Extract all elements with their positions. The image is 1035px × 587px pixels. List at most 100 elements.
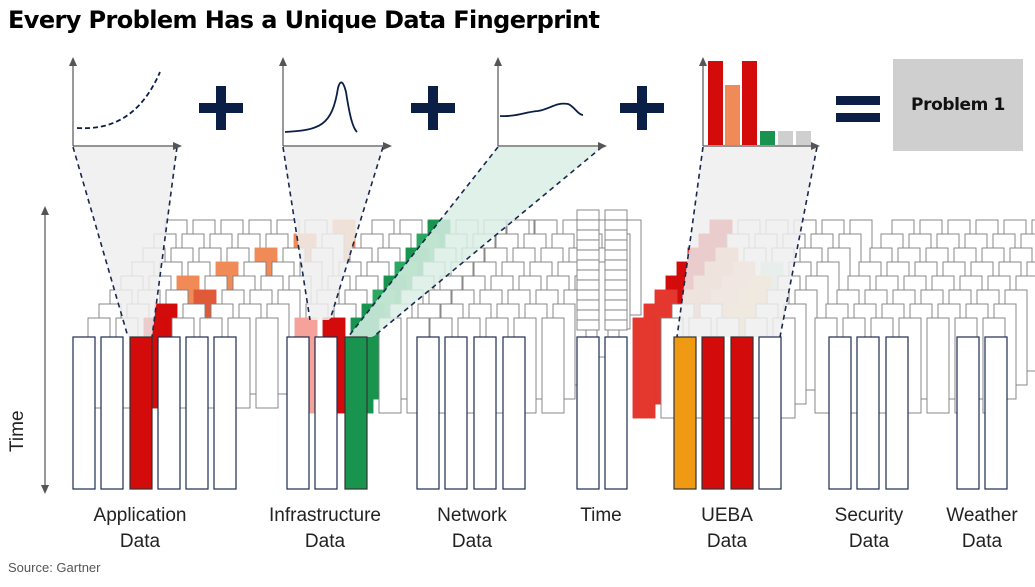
time-cell — [576, 249, 600, 261]
funnel-edge — [282, 146, 311, 321]
chart-y-arrow — [699, 57, 707, 66]
category-label-security: Security Data — [834, 505, 904, 552]
data-column-22 — [885, 336, 909, 490]
data-column-7 — [286, 336, 310, 490]
plus-sign-1 — [199, 86, 243, 130]
time-cell — [604, 279, 628, 291]
time-cell — [576, 289, 600, 301]
signal-chart-network — [494, 57, 607, 150]
category-label-application: Application Data — [93, 505, 187, 552]
data-column-21 — [856, 336, 880, 490]
time-cell — [576, 269, 600, 281]
data-column-8 — [314, 336, 338, 490]
ueba-bar-6 — [796, 131, 811, 145]
funnel-1 — [73, 147, 177, 337]
time-stack — [576, 209, 628, 331]
result-label: Problem 1 — [911, 95, 1005, 115]
data-column-19 — [758, 336, 782, 490]
data-column-2 — [100, 336, 124, 490]
data-column-23 — [956, 336, 980, 490]
data-column-20 — [828, 336, 852, 490]
plus-v — [216, 86, 226, 130]
time-cell — [604, 289, 628, 301]
operators — [199, 86, 880, 130]
chart-x-arrow — [173, 142, 182, 150]
data-column-12 — [473, 336, 497, 490]
signal-funnels — [72, 146, 818, 338]
data-column-15 — [604, 336, 628, 490]
time-cell — [604, 299, 628, 311]
time-cell — [576, 229, 600, 241]
plus-v — [637, 86, 647, 130]
time-cell — [576, 319, 600, 331]
category-label-ueba: UEBA Data — [701, 505, 753, 552]
category-label-network: Network Data — [437, 505, 507, 552]
data-cell — [378, 317, 402, 414]
data-cell — [926, 317, 950, 414]
page-title: Every Problem Has a Unique Data Fingerpr… — [8, 6, 600, 34]
category-label-infrastructure: Infrastructure Data — [269, 505, 381, 552]
plus-sign-3 — [620, 86, 664, 130]
signal-chart-application — [69, 57, 182, 150]
funnel-4 — [677, 147, 817, 337]
source-note: Source: Gartner — [8, 560, 101, 575]
equals-sign — [836, 96, 880, 122]
signal-curve — [499, 102, 584, 118]
funnel-2 — [283, 147, 383, 320]
time-cell — [604, 269, 628, 281]
time-cell — [604, 229, 628, 241]
signal-curve — [284, 81, 358, 133]
time-axis-label: Time — [7, 410, 28, 452]
data-cell — [255, 317, 279, 409]
category-label-time: Time — [580, 505, 622, 526]
data-column-9 — [344, 336, 368, 490]
time-cell — [576, 299, 600, 311]
time-cell — [604, 259, 628, 271]
time-cell — [576, 259, 600, 271]
data-column-4 — [157, 336, 181, 490]
plus-sign-2 — [411, 86, 455, 130]
time-axis — [41, 206, 49, 494]
data-column-16 — [673, 336, 697, 490]
data-column-14 — [576, 336, 600, 490]
equals-bottom — [836, 113, 880, 122]
data-cell — [541, 317, 565, 414]
signal-charts — [69, 57, 820, 150]
chart-y-arrow — [69, 57, 77, 66]
time-cell — [576, 239, 600, 251]
funnel-3 — [348, 147, 602, 337]
ueba-bar-4 — [760, 131, 775, 145]
chart-y-arrow — [494, 57, 502, 66]
funnel-edge — [347, 146, 499, 338]
time-cell — [604, 209, 628, 221]
time-cell — [576, 279, 600, 291]
time-cell — [576, 309, 600, 321]
data-column-3 — [129, 336, 153, 490]
data-column-18 — [730, 336, 754, 490]
time-cell — [604, 309, 628, 321]
signal-chart-infrastructure — [279, 57, 392, 150]
funnel-edge — [329, 146, 384, 321]
data-columns — [72, 336, 1008, 490]
result-box: Problem 1 — [893, 59, 1023, 151]
data-column-6 — [213, 336, 237, 490]
ueba-bar-3 — [742, 61, 757, 145]
data-column-17 — [701, 336, 725, 490]
time-cell — [604, 239, 628, 251]
ueba-bar-2 — [725, 85, 740, 145]
funnel-edge — [372, 146, 603, 338]
data-column-1 — [72, 336, 96, 490]
data-cell — [632, 317, 656, 419]
signal-curve — [76, 71, 161, 130]
time-cell — [604, 249, 628, 261]
chart-y-arrow — [279, 57, 287, 66]
time-cell — [576, 219, 600, 231]
chart-x-arrow — [598, 142, 607, 150]
data-column-24 — [984, 336, 1008, 490]
funnel-edge — [72, 146, 129, 338]
data-column-10 — [416, 336, 440, 490]
data-column-13 — [502, 336, 526, 490]
funnel-edge — [151, 146, 178, 338]
category-label-weather: Weather Data — [946, 505, 1018, 552]
ueba-bar-1 — [708, 61, 723, 145]
